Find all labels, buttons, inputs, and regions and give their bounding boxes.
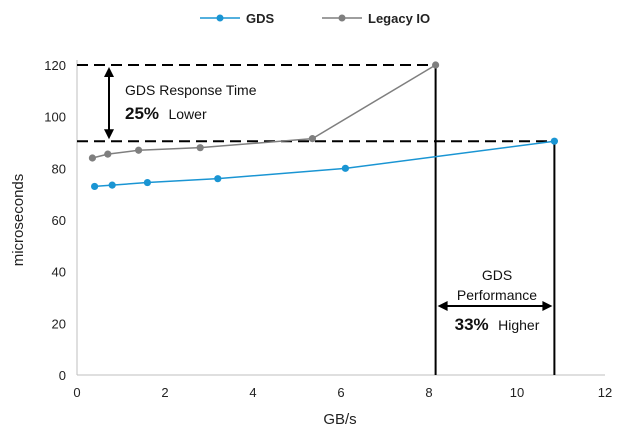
performance-pct: 33% xyxy=(455,315,489,334)
legacy-io-data-point xyxy=(104,150,112,158)
legend-legacy-label: Legacy IO xyxy=(368,11,430,26)
y-tick-label: 20 xyxy=(52,316,66,331)
y-tick-label: 80 xyxy=(52,161,66,176)
gds-series-line xyxy=(94,140,555,188)
y-tick-label: 40 xyxy=(52,265,66,280)
performance-pct-line: 33% Higher xyxy=(455,315,540,334)
performance-arrowhead-left xyxy=(437,301,448,311)
x-tick-label: 6 xyxy=(337,385,344,400)
gds-data-point xyxy=(143,178,151,187)
response-time-arrowhead-up xyxy=(104,67,114,77)
y-axis-label: microseconds xyxy=(10,174,27,267)
response-time-pct-line: 25% Lower xyxy=(125,104,207,123)
y-tick-label: 100 xyxy=(44,110,66,125)
legacy-io-data-point xyxy=(88,154,96,162)
axes xyxy=(76,60,605,376)
performance-arrowhead-right xyxy=(542,301,553,311)
legacy-io-data-point xyxy=(432,61,440,69)
x-tick-label: 4 xyxy=(249,385,256,400)
legend-gds-marker xyxy=(216,14,224,22)
response-time-lower: Lower xyxy=(168,106,206,122)
legacy-io-data-point xyxy=(308,135,316,143)
x-tick-label: 12 xyxy=(598,385,612,400)
performance-text: Performance xyxy=(457,287,537,303)
legacy-io-data-point xyxy=(196,144,204,152)
x-axis-label: GB/s xyxy=(323,411,356,428)
performance-gds-text: GDS xyxy=(482,267,512,283)
gds-data-point xyxy=(550,137,559,145)
response-time-annotation: GDS Response Time 25% Lower xyxy=(125,82,257,123)
x-tick-label: 8 xyxy=(425,385,432,400)
y-tick-label: 60 xyxy=(52,213,66,228)
performance-annotation: GDS Performance 33% Higher xyxy=(455,267,540,334)
x-tick-label: 2 xyxy=(161,385,168,400)
series xyxy=(88,61,559,191)
annotation-arrows xyxy=(104,67,553,311)
gds-data-point xyxy=(108,181,116,189)
performance-higher: Higher xyxy=(498,317,540,333)
legend: GDS Legacy IO xyxy=(200,11,430,26)
response-time-text: GDS Response Time xyxy=(125,82,257,98)
response-time-arrowhead-down xyxy=(104,129,114,140)
legend-legacy-marker xyxy=(338,14,346,22)
legacy-io-data-point xyxy=(135,146,143,154)
reference-lines xyxy=(77,64,556,375)
x-tick-label: 10 xyxy=(510,385,524,400)
x-tick-label: 0 xyxy=(73,385,80,400)
legend-gds-label: GDS xyxy=(246,11,275,26)
gds-data-point xyxy=(91,182,99,191)
y-tick-label: 0 xyxy=(59,368,66,383)
y-tick-label: 120 xyxy=(44,58,66,73)
gds-data-point xyxy=(214,175,222,183)
gds-data-point xyxy=(341,164,349,172)
response-time-pct: 25% xyxy=(125,104,159,123)
